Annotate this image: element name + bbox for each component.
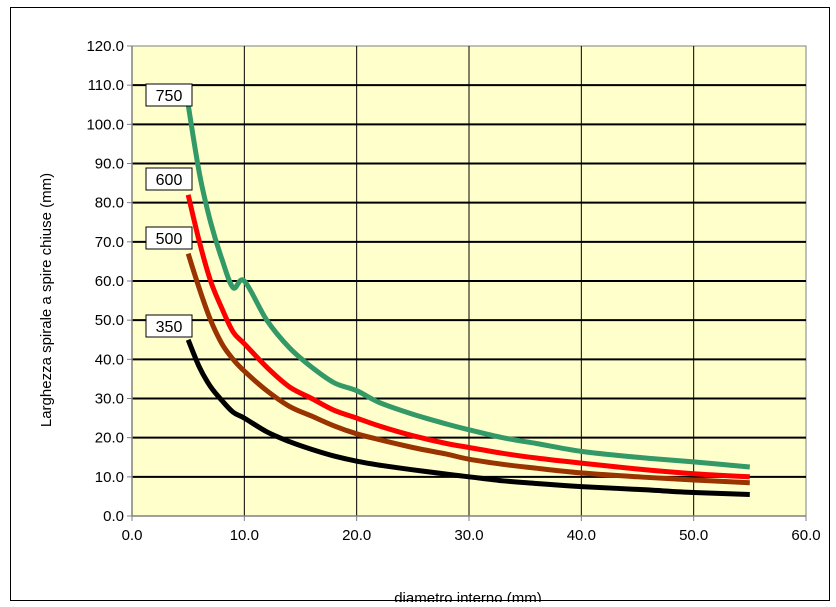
series-label-box xyxy=(145,314,193,338)
x-tick-label: 30.0 xyxy=(454,527,483,544)
y-tick-label: 110.0 xyxy=(88,77,124,94)
x-tick-label: 10.0 xyxy=(230,527,259,544)
y-tick-label: 20.0 xyxy=(95,430,124,447)
x-tick-label: 20.0 xyxy=(342,527,371,544)
y-tick-label: 0.0 xyxy=(103,508,124,525)
y-tick-label: 80.0 xyxy=(95,195,124,212)
y-tick-label: 40.0 xyxy=(95,351,124,368)
series-label-350: 350 xyxy=(156,319,183,336)
y-tick-label: 50.0 xyxy=(95,312,124,329)
x-tick-label: 0.0 xyxy=(122,527,143,544)
chart-svg: 750 600 500 350 0.0 10.0 20.0 30.0 40.0 50.0 60.0… xyxy=(38,38,821,602)
y-tick-label: 30.0 xyxy=(95,391,124,408)
x-tick-label: 40.0 xyxy=(567,527,596,544)
series-line-350 xyxy=(185,338,750,497)
x-tick-label: 60.0 xyxy=(791,527,820,544)
y-tick-label: 100.0 xyxy=(86,116,124,133)
chart-frame: 750 600 500 350 0.0 10.0 20.0 30.0 40.0 50.0 60.0… xyxy=(10,7,830,602)
series-line-750 xyxy=(185,104,751,470)
series-label-500: 500 xyxy=(156,231,183,248)
y-axis-title: Larghezza spirale a spire chiuse (mm) xyxy=(38,173,55,427)
y-tick-label: 60.0 xyxy=(95,273,124,290)
series-line-500 xyxy=(185,252,750,486)
series-label-box xyxy=(145,83,193,107)
y-tick-label: 120.0 xyxy=(86,38,124,55)
x-tick-label: 50.0 xyxy=(679,527,708,544)
y-tick-label: 10.0 xyxy=(95,469,124,486)
series-label-600: 600 xyxy=(156,172,183,189)
series-label-box xyxy=(145,167,193,191)
series-label-box xyxy=(145,226,193,250)
y-tick-label: 90.0 xyxy=(95,156,124,173)
y-tick-label: 70.0 xyxy=(95,234,124,251)
x-axis-title: diametro interno (mm) xyxy=(394,590,542,602)
series-line-600 xyxy=(185,194,750,480)
series-label-750: 750 xyxy=(156,88,183,105)
